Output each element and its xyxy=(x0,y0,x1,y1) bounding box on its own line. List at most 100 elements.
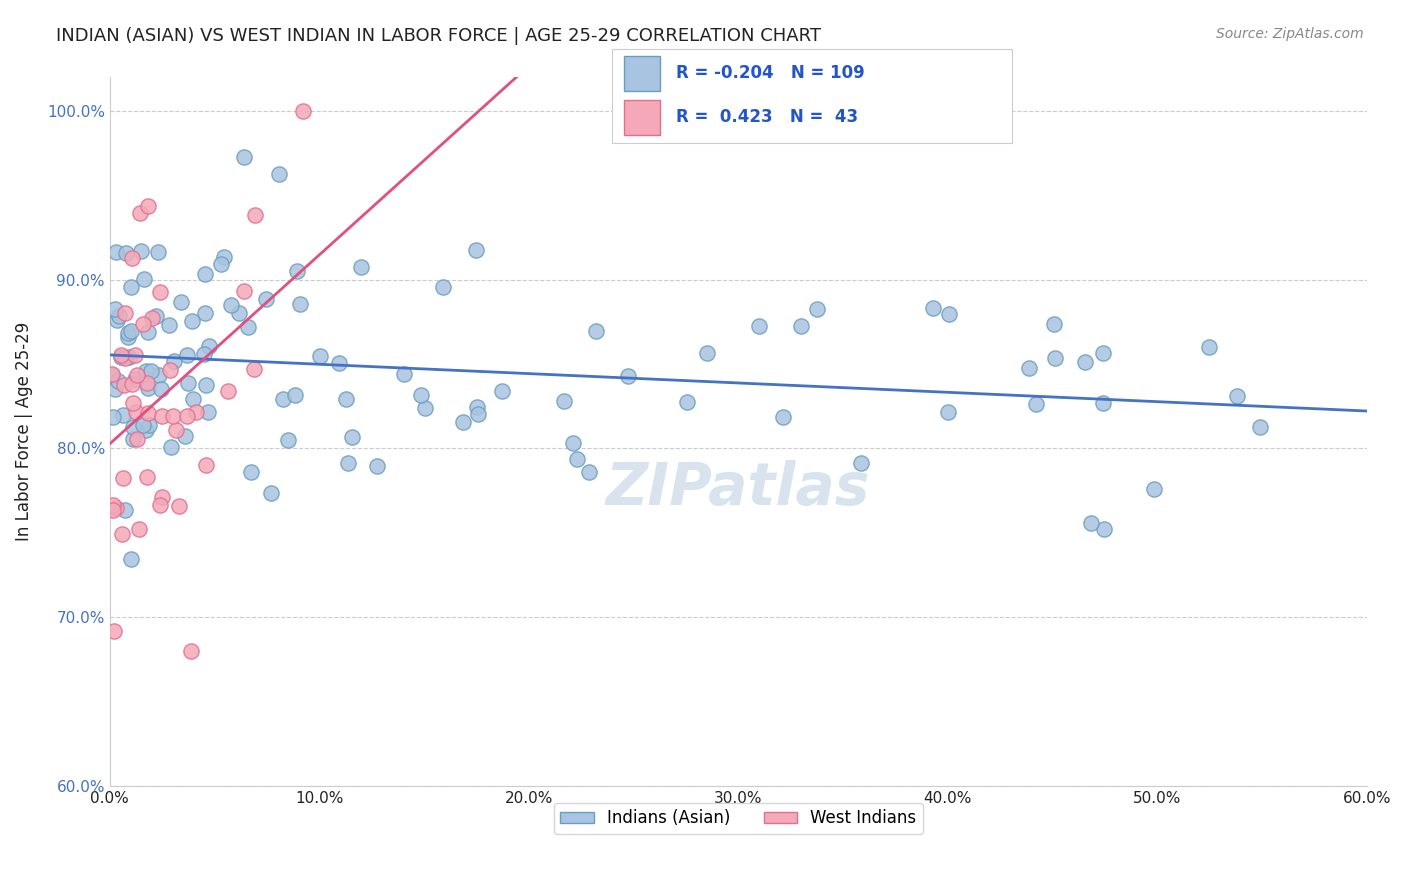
Point xyxy=(149,498,172,512)
Point xyxy=(1018,361,1040,376)
Text: INDIAN (ASIAN) VS WEST INDIAN IN LABOR FORCE | AGE 25-29 CORRELATION CHART: INDIAN (ASIAN) VS WEST INDIAN IN LABOR F… xyxy=(56,27,821,45)
Point xyxy=(921,301,943,315)
Point xyxy=(105,245,128,260)
Point xyxy=(117,330,139,344)
Point xyxy=(121,419,143,434)
Text: ZIPatlas: ZIPatlas xyxy=(606,459,870,516)
Point xyxy=(271,392,294,406)
Point xyxy=(1226,389,1249,403)
Point xyxy=(120,280,142,294)
Point xyxy=(114,503,136,517)
Point xyxy=(1080,516,1102,530)
Point xyxy=(110,350,132,364)
Point xyxy=(789,319,811,334)
Point xyxy=(157,318,180,333)
Point xyxy=(101,503,124,517)
Point xyxy=(1025,397,1047,411)
Point xyxy=(121,377,143,392)
Point xyxy=(578,466,600,480)
Point xyxy=(335,392,357,406)
Point xyxy=(110,348,132,362)
Point xyxy=(366,458,388,473)
Point xyxy=(124,347,146,361)
Point xyxy=(146,245,169,260)
Point xyxy=(851,456,873,470)
Point xyxy=(233,285,256,299)
Point xyxy=(748,319,770,334)
Point xyxy=(309,349,332,363)
Point xyxy=(197,405,219,419)
Point xyxy=(149,285,172,300)
Point xyxy=(120,324,142,338)
Point xyxy=(1043,317,1066,331)
Point xyxy=(111,527,134,541)
Point xyxy=(198,339,221,353)
Point xyxy=(129,244,152,258)
Point xyxy=(120,551,142,566)
Point xyxy=(195,458,218,472)
Point xyxy=(107,374,129,388)
Point xyxy=(180,314,202,328)
Point xyxy=(150,409,173,424)
Point xyxy=(134,271,156,285)
Point xyxy=(124,372,146,386)
Point xyxy=(132,317,155,331)
Point xyxy=(136,381,159,395)
Point xyxy=(232,150,254,164)
Point xyxy=(176,376,198,390)
Point xyxy=(145,310,167,324)
Point xyxy=(111,471,134,485)
Point xyxy=(467,407,489,421)
Point xyxy=(239,465,262,479)
Point xyxy=(676,395,699,409)
Point xyxy=(122,432,145,446)
Point xyxy=(136,376,159,391)
Point xyxy=(136,326,159,340)
Point xyxy=(104,500,127,515)
Point xyxy=(465,401,488,415)
Point xyxy=(243,361,266,376)
Point xyxy=(165,423,187,437)
Point xyxy=(159,440,181,454)
Point xyxy=(186,405,208,419)
Text: R =  0.423   N =  43: R = 0.423 N = 43 xyxy=(676,109,858,127)
Point xyxy=(350,260,373,274)
Point xyxy=(128,523,150,537)
Point xyxy=(254,293,277,307)
Point xyxy=(114,306,136,320)
Legend: Indians (Asian), West Indians: Indians (Asian), West Indians xyxy=(554,803,922,834)
Point xyxy=(121,251,143,265)
Point xyxy=(585,324,607,338)
Point xyxy=(139,363,162,377)
Point xyxy=(491,384,513,399)
Point xyxy=(328,356,350,370)
Bar xyxy=(624,55,659,91)
Point xyxy=(553,393,575,408)
Point xyxy=(411,388,433,402)
Point xyxy=(112,377,135,392)
Point xyxy=(101,498,124,512)
Point xyxy=(288,296,311,310)
Point xyxy=(284,387,307,401)
Point xyxy=(132,418,155,433)
Point xyxy=(136,469,159,483)
Point xyxy=(1249,419,1271,434)
Point xyxy=(136,406,159,420)
Point xyxy=(104,301,127,316)
Point xyxy=(127,432,149,446)
Point xyxy=(176,409,198,424)
Point xyxy=(1092,395,1115,409)
Bar xyxy=(624,100,659,136)
Point xyxy=(217,384,239,399)
Point xyxy=(451,415,474,429)
Point xyxy=(212,251,235,265)
Point xyxy=(105,313,128,327)
Point xyxy=(159,363,181,377)
Text: Source: ZipAtlas.com: Source: ZipAtlas.com xyxy=(1216,27,1364,41)
Point xyxy=(181,392,204,406)
Point xyxy=(174,429,197,443)
Point xyxy=(114,246,136,260)
Point xyxy=(167,499,190,513)
Point xyxy=(1092,522,1115,536)
Point xyxy=(176,348,198,362)
